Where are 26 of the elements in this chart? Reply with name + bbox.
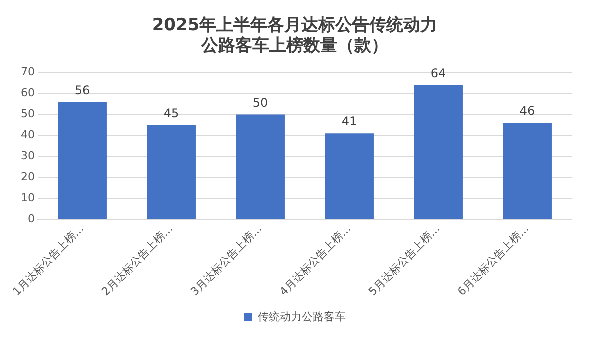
bar bbox=[503, 123, 552, 219]
y-tick-label: 40 bbox=[20, 128, 35, 142]
y-tick-label: 50 bbox=[20, 108, 35, 121]
bar bbox=[58, 102, 107, 219]
legend-label: 传统动力公路客车 bbox=[258, 310, 346, 324]
y-tick-label: 30 bbox=[20, 149, 35, 162]
y-tick-label: 20 bbox=[20, 170, 35, 184]
data-label: 50 bbox=[252, 96, 268, 110]
data-label: 46 bbox=[520, 104, 536, 118]
data-label: 41 bbox=[342, 114, 358, 129]
y-tick-label: 10 bbox=[20, 191, 35, 204]
x-tick-label: 4月达标公告上榜… bbox=[277, 222, 354, 298]
bar bbox=[236, 114, 285, 219]
y-tick-label: 70 bbox=[20, 66, 35, 79]
x-tick-label: 3月达标公告上榜… bbox=[188, 222, 265, 298]
chart-title: 2025年上半年各月达标公告传统动力公路客车上榜数量（款） bbox=[152, 16, 438, 56]
bar bbox=[325, 134, 374, 219]
x-tick-label: 6月达标公告上榜… bbox=[455, 222, 532, 298]
data-label: 56 bbox=[74, 83, 90, 98]
y-tick-label: 60 bbox=[20, 86, 35, 100]
data-label: 64 bbox=[430, 66, 446, 80]
data-label: 45 bbox=[164, 106, 180, 120]
x-tick-label: 5月达标公告上榜… bbox=[366, 222, 443, 298]
x-tick-label: 2月达标公告上榜… bbox=[99, 222, 176, 298]
bar bbox=[147, 125, 196, 219]
bar bbox=[414, 85, 463, 219]
